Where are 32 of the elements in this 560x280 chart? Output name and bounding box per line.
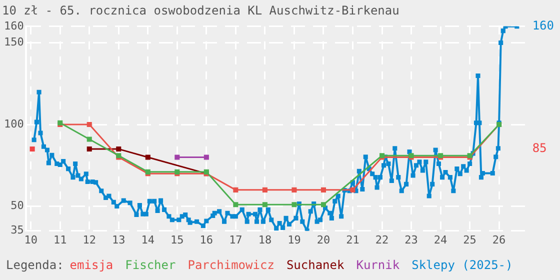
text: emisja xyxy=(70,258,114,272)
x-tick-label: 10 xyxy=(24,233,38,246)
x-tick-label: 13 xyxy=(112,233,126,246)
text: Suchanek xyxy=(286,258,344,272)
x-tick-label: 11 xyxy=(53,233,67,246)
x-tick-label: 21 xyxy=(346,233,360,246)
y-tick-label: 50 xyxy=(10,199,24,212)
x-tick-label: 23 xyxy=(404,233,418,246)
x-tick-label: 14 xyxy=(141,233,155,246)
legend-title: Legenda: xyxy=(6,258,64,272)
x-tick-label: 16 xyxy=(200,233,214,246)
x-tick-label: 20 xyxy=(316,233,330,246)
x-tick-label: 26 xyxy=(492,233,506,246)
text: Kurnik xyxy=(356,258,400,272)
x-tick-label: 15 xyxy=(170,233,184,246)
y2-tick-label: 85 xyxy=(532,141,547,156)
text: Fischer xyxy=(125,258,176,272)
y-tick-label: 150 xyxy=(4,36,24,49)
y-tick-label: 100 xyxy=(4,117,24,130)
text: Parchimowicz xyxy=(188,258,274,272)
x-tick-label: 25 xyxy=(463,233,476,246)
chart-title: 10 zł - 65. rocznica oswobodzenia KL Auschwitz-Birkenau xyxy=(2,3,400,18)
x-tick-label: 18 xyxy=(258,233,272,246)
x-tick-label: 12 xyxy=(82,233,96,246)
x-tick-label: 24 xyxy=(434,233,448,246)
x-tick-label: 17 xyxy=(229,233,242,246)
x-tick-label: 22 xyxy=(375,233,389,246)
text: Sklepy (2025-) xyxy=(412,258,513,272)
y-tick-label: 35 xyxy=(10,224,24,237)
y-tick-label: 160 xyxy=(4,19,24,32)
y2-tick-label: 160 xyxy=(532,18,554,33)
x-tick-label: 19 xyxy=(288,233,301,246)
